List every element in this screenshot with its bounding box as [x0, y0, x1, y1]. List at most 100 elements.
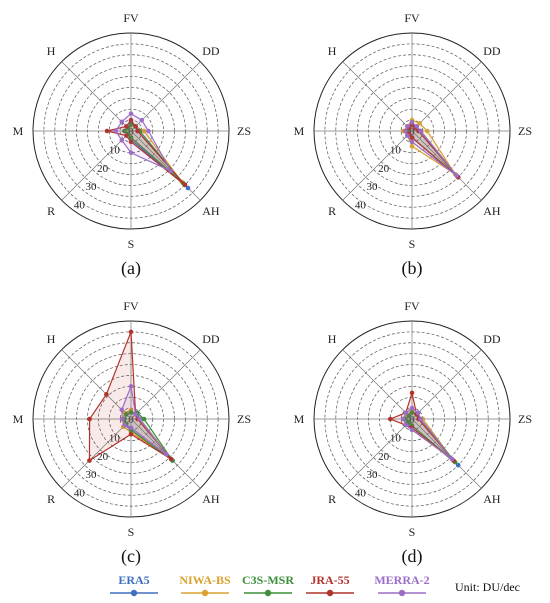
spoke [411, 418, 482, 489]
data-point [128, 425, 134, 431]
data-point [87, 416, 92, 422]
axis-label: M [294, 124, 305, 138]
panel-label: (c) [121, 546, 141, 567]
spoke [411, 61, 482, 132]
data-point [185, 185, 191, 191]
data-point [409, 139, 415, 145]
data-point [133, 412, 138, 417]
axis-label: M [13, 412, 24, 426]
data-point [128, 139, 134, 145]
data-point [124, 412, 129, 417]
tick-label: 10 [390, 144, 402, 156]
data-point [135, 128, 140, 134]
axis-label: R [47, 204, 55, 218]
data-point [128, 431, 134, 437]
data-point [417, 121, 422, 126]
spoke [342, 349, 413, 420]
legend-marker [130, 589, 138, 597]
tick-label: 30 [366, 469, 378, 481]
data-point [124, 124, 129, 129]
axis-label: FV [123, 299, 139, 313]
axis-label: ZS [518, 124, 532, 138]
legend-label: MERRA-2 [374, 573, 429, 587]
tick-label: 0 [409, 414, 415, 426]
axis-label: M [294, 412, 305, 426]
data-point [455, 462, 461, 468]
axis-label: H [47, 44, 56, 58]
axis-label: R [47, 492, 55, 506]
spoke [61, 349, 132, 420]
data-point [128, 329, 134, 335]
data-point [405, 133, 410, 138]
data-point [409, 410, 415, 415]
data-point [449, 456, 455, 462]
data-point [119, 407, 125, 413]
axis-label: DD [483, 332, 501, 346]
data-point [409, 390, 415, 396]
data-point [119, 137, 125, 143]
data-point [128, 150, 134, 156]
data-point [414, 124, 419, 129]
tick-label: 20 [378, 163, 390, 175]
legend: ERA5 NIWA-BS C3S-MSR JRA-55 MERRA-2 [110, 573, 430, 597]
legend-marker [326, 589, 334, 597]
data-point [87, 458, 92, 463]
spoke [342, 130, 413, 201]
tick-label: 40 [355, 200, 367, 212]
legend-marker [201, 589, 209, 597]
data-point [182, 182, 188, 188]
axis-label: FV [123, 11, 139, 25]
axis-label: S [409, 525, 416, 539]
tick-label: 20 [378, 451, 390, 463]
data-point [141, 416, 147, 422]
spoke [130, 349, 201, 420]
data-point [454, 173, 459, 178]
panel-label: (a) [121, 258, 141, 279]
data-point [164, 452, 169, 457]
axis-label: R [328, 204, 336, 218]
tick-label: 20 [97, 163, 109, 175]
data-point [405, 124, 410, 129]
tick-label: 0 [128, 126, 134, 138]
data-point [128, 111, 134, 116]
data-point [128, 410, 134, 415]
data-point [418, 416, 424, 422]
data-point [409, 135, 415, 140]
series-polygon [404, 121, 458, 177]
data-point [168, 456, 174, 462]
data-point [418, 128, 424, 134]
tick-label: 40 [355, 488, 367, 500]
data-point [122, 422, 128, 428]
data-point [119, 119, 125, 125]
tick-label: 0 [409, 126, 415, 138]
axis-label: AH [202, 204, 220, 218]
data-point [128, 384, 134, 389]
data-point [128, 122, 134, 127]
data-point [403, 128, 408, 134]
axis-label: H [328, 332, 337, 346]
tick-label: 20 [97, 451, 109, 463]
tick-label: 10 [109, 144, 121, 156]
spoke [61, 418, 132, 489]
tick-label: 0 [128, 414, 134, 426]
axis-label: H [47, 332, 56, 346]
legend-label: JRA-55 [310, 573, 349, 587]
axis-label: FV [404, 11, 420, 25]
data-point [128, 117, 134, 123]
data-point [139, 117, 145, 123]
tick-label: 40 [74, 200, 86, 212]
spoke [342, 418, 413, 489]
axis-label: R [328, 492, 336, 506]
tick-label: 30 [85, 181, 97, 193]
legend-label: C3S-MSR [242, 573, 294, 587]
data-point [424, 128, 430, 134]
data-point [124, 133, 129, 138]
axis-label: ZS [237, 412, 251, 426]
axis-label: DD [202, 44, 220, 58]
data-point [141, 128, 147, 134]
axis-label: H [328, 44, 337, 58]
tick-label: 30 [366, 181, 378, 193]
